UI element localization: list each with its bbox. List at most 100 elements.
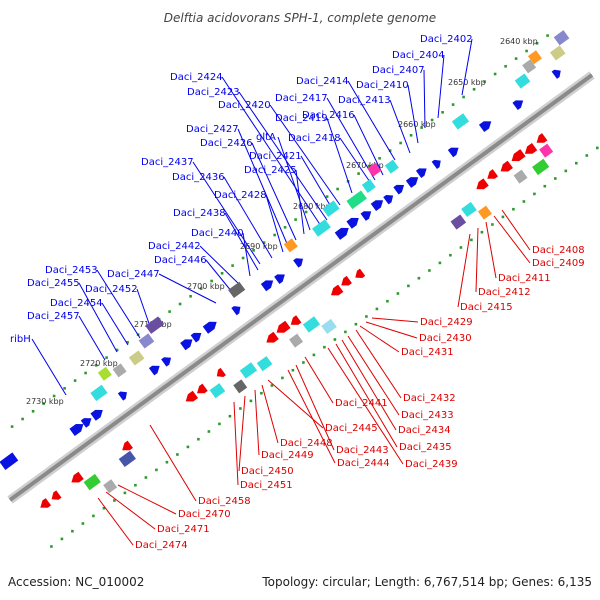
tick-dot	[430, 118, 434, 122]
forward-gene-arrow	[180, 339, 193, 351]
tick-dot	[115, 348, 119, 352]
gene-label-daci-2430: Daci_2430	[419, 333, 472, 344]
feature-block	[361, 178, 376, 193]
reverse-leader-line	[371, 317, 419, 323]
forward-leader-line	[96, 269, 141, 339]
forward-leader-line	[389, 99, 411, 154]
reverse-leader-line	[501, 209, 531, 251]
forward-gene-arrow	[148, 365, 160, 376]
gene-label-glta: gltA	[256, 132, 276, 143]
gene-label-daci-2453: Daci_2453	[45, 265, 98, 276]
tick-dot	[522, 200, 526, 203]
tick-dot	[52, 394, 56, 398]
gene-label-daci-2402: Daci_2402	[420, 34, 473, 45]
reverse-gene-arrow	[341, 275, 352, 286]
gene-label-daci-2419: Daci_2419	[275, 113, 328, 124]
reverse-leader-line	[327, 347, 404, 465]
gene-label-daci-2474: Daci_2474	[135, 540, 188, 551]
tick-dot	[176, 453, 179, 456]
reverse-leader-line	[117, 484, 177, 515]
tick-dot	[197, 437, 200, 441]
reverse-leader-line	[233, 401, 239, 486]
feature-block	[451, 113, 470, 130]
gene-label-daci-2457: Daci_2457	[27, 311, 80, 322]
gene-label-daci-2412: Daci_2412	[478, 287, 531, 298]
tick-dot	[312, 353, 316, 357]
gene-label-daci-2409: Daci_2409	[532, 258, 585, 269]
tick-dot	[375, 307, 379, 311]
reverse-gene-arrow	[487, 169, 499, 179]
reverse-leader-line	[254, 389, 260, 456]
gene-label-daci-2435: Daci_2435	[399, 442, 452, 453]
gene-label-daci-2437: Daci_2437	[141, 157, 194, 168]
forward-leader-line	[437, 54, 445, 119]
forward-leader-line	[224, 212, 259, 271]
feature-block	[239, 362, 258, 379]
tick-dot	[241, 256, 245, 260]
reverse-gene-arrow	[536, 133, 548, 143]
feature-block	[461, 201, 477, 218]
tick-dot	[357, 172, 360, 175]
kbp-tick-label: 2700 kbp	[187, 282, 225, 291]
tick-dot	[134, 483, 137, 487]
forward-leader-line	[221, 76, 322, 227]
tick-dot	[543, 184, 547, 188]
reverse-leader-line	[493, 215, 531, 264]
tick-dot	[470, 238, 473, 242]
feature-block	[289, 333, 304, 348]
tick-dot	[42, 402, 45, 405]
tick-dot	[344, 330, 347, 334]
tick-dot	[396, 292, 400, 295]
feature-block	[346, 190, 367, 210]
reverse-gene-arrow	[355, 268, 366, 279]
tick-dot	[260, 391, 263, 395]
forward-leader-line	[423, 69, 426, 129]
feature-block	[514, 73, 531, 89]
reverse-leader-line	[359, 325, 400, 353]
forward-leader-line	[265, 194, 284, 253]
reverse-leader-line	[347, 335, 400, 416]
gene-label-daci-2471: Daci_2471	[157, 524, 210, 535]
tick-dot	[388, 149, 392, 152]
forward-leader-line	[353, 114, 384, 176]
tick-dot	[144, 476, 148, 479]
tick-dot	[178, 302, 182, 306]
gene-label-daci-2408: Daci_2408	[532, 245, 585, 256]
gene-label-daci-2416: Daci_2416	[302, 110, 355, 121]
gene-label-daci-2423: Daci_2423	[187, 87, 240, 98]
reverse-leader-line	[335, 343, 398, 448]
gene-features	[0, 30, 570, 508]
feature-block	[527, 50, 542, 65]
tick-dot	[73, 379, 77, 382]
reverse-leader-line	[149, 424, 197, 502]
tick-dot	[304, 210, 308, 214]
tick-dot	[302, 361, 305, 364]
reverse-gene-arrow	[71, 471, 84, 483]
gene-label-daci-2424: Daci_2424	[170, 72, 223, 83]
forward-gene-arrow	[383, 195, 394, 205]
tick-dot	[325, 195, 329, 198]
gene-label-daci-2440: Daci_2440	[191, 228, 244, 239]
tick-dot	[512, 207, 515, 211]
gene-label-daci-2415: Daci_2415	[460, 302, 513, 313]
feature-block	[522, 59, 537, 74]
feature-block	[477, 205, 492, 220]
tick-dot	[407, 284, 410, 288]
gene-label-daci-2433: Daci_2433	[401, 410, 454, 421]
forward-leader-line	[192, 161, 261, 265]
tick-dot	[493, 72, 497, 76]
kbp-tick-label: 2670 kbp	[346, 161, 384, 170]
reverse-gene-arrow	[331, 284, 344, 296]
gene-label-daci-2404: Daci_2404	[392, 50, 445, 61]
tick-dot	[21, 417, 24, 421]
tick-dot	[441, 111, 444, 114]
tick-dot	[281, 376, 284, 380]
label-leader-lines	[31, 38, 531, 546]
feature-block	[145, 316, 165, 334]
tick-dot	[273, 233, 276, 237]
tick-dot	[575, 161, 578, 165]
gene-label-daci-2421: Daci_2421	[249, 151, 302, 162]
tick-dot	[102, 506, 106, 510]
reverse-gene-arrow	[216, 367, 226, 378]
gene-labels: Daci_2402 Daci_2404 Daci_2407 Daci_2410 Daci…	[10, 34, 585, 551]
